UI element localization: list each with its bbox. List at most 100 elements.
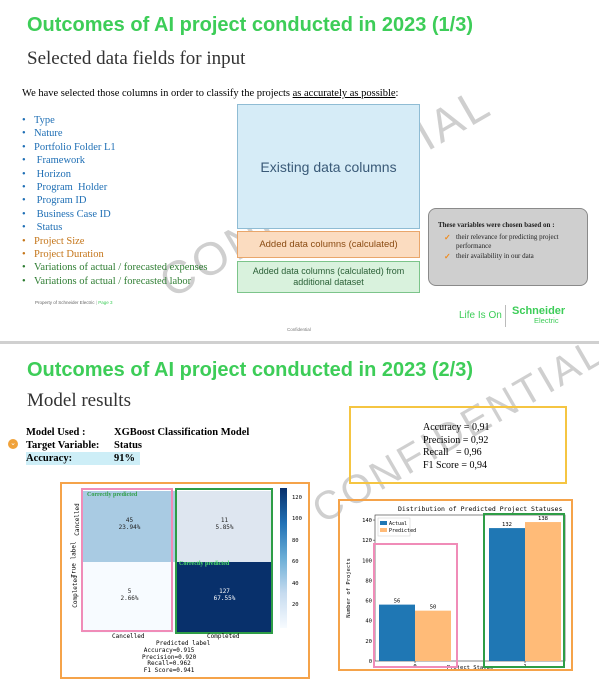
metric-line: Precision = 0,92	[423, 434, 489, 446]
note-item-text: their relevance for predicting project p…	[456, 233, 559, 250]
outline-status-0	[373, 543, 458, 668]
metric-line: Recall = 0,96	[423, 447, 482, 458]
field-item: Project Duration	[22, 248, 207, 262]
field-item: Framework	[22, 154, 207, 168]
bar-actual-1	[489, 528, 525, 661]
cm-xlabel: Predicted label	[156, 640, 211, 647]
bar-value-label: 50	[430, 605, 437, 611]
intro-text: We have selected those columns in order …	[22, 88, 398, 99]
added-dataset-label: Added data columns (calculated) from add…	[252, 266, 405, 287]
brand-divider	[505, 305, 506, 327]
confusion-matrix-panel: True label Cancelled Completed 45 23.94% 1…	[60, 482, 310, 679]
model-used-row: Model Used : XGBoost Classification Model	[26, 426, 249, 439]
note-item: ✓ their availability in our data	[438, 252, 579, 261]
y-tick-label: 20	[365, 639, 372, 645]
cm-col-label-0: Cancelled	[112, 633, 145, 640]
y-tick-label: 60	[365, 599, 372, 605]
model-info: Model Used : XGBoost Classification Model…	[26, 426, 249, 465]
cm-row-label-0: Cancelled	[73, 503, 81, 536]
cm-cell-count: 5	[127, 588, 132, 595]
cm-cell: 5 2.66%	[82, 562, 177, 633]
metrics-box: Accuracy = 0,91 Precision = 0,92 Recall = …	[349, 406, 567, 484]
colorbar-tick: 20	[292, 602, 299, 609]
field-item: Variations of actual / forecasted labor	[22, 275, 207, 289]
logo-brand-top: Schneider	[512, 305, 566, 317]
cm-ylabel: True label	[70, 541, 78, 578]
colorbar-tick: 80	[292, 537, 299, 544]
cm-cell-count: 45	[125, 517, 134, 524]
field-item: Program ID	[22, 194, 207, 208]
plot-area	[374, 514, 566, 662]
legend-label: Predicted	[389, 528, 416, 534]
x-axis-label: Project Status	[447, 665, 493, 669]
schneider-logo: Schneider Electric	[512, 306, 565, 326]
field-item: Horizon	[22, 168, 207, 182]
added-dataset-box: Added data columns (calculated) from add…	[237, 261, 420, 293]
y-tick-label: 140	[362, 518, 372, 524]
cm-colorbar	[280, 488, 287, 628]
target-value: Status	[114, 440, 143, 451]
slide-title: Outcomes of AI project conducted in 2023…	[27, 359, 474, 381]
check-icon: ✓	[444, 252, 451, 261]
colorbar-tick: 40	[292, 580, 299, 587]
accuracy-value: 91%	[114, 453, 135, 464]
bar-value-label: 132	[502, 522, 512, 528]
note-box: These variables were chosen based on : ✓…	[428, 208, 588, 286]
existing-data-label: Existing data columns	[260, 158, 397, 175]
existing-data-box: Existing data columns	[237, 104, 420, 229]
y-tick-label: 120	[362, 538, 372, 544]
cm-cell-percent: 2.66%	[120, 595, 139, 602]
model-used-value: XGBoost Classification Model	[114, 427, 250, 438]
note-items: ✓ their relevance for predicting project …	[438, 233, 579, 261]
bar-value-label: 138	[538, 516, 548, 522]
slide-subtitle: Selected data fields for input	[27, 48, 246, 69]
life-is-on: Life Is On	[459, 310, 502, 321]
cm-footer-metric: F1 Score=0.941	[143, 666, 195, 674]
cm-cell: 45 23.94%	[82, 491, 177, 562]
slide-subtitle: Model results	[27, 390, 131, 411]
field-item: Variations of actual / forecasted expens…	[22, 261, 207, 275]
cm-grid: 45 23.94% 11 5.85% 5 2.66% 127 67.55%	[82, 491, 272, 633]
footer-confidential: Confidential	[287, 327, 311, 332]
metric-line: Accuracy = 0,91	[423, 422, 490, 433]
bar-actual-0	[379, 604, 415, 661]
accuracy-row: Accuracy: 91%	[26, 452, 140, 465]
cm-footer-metric: Accuracy=0.915	[143, 647, 195, 654]
check-icon: ✓	[444, 233, 451, 242]
legend-swatch	[380, 521, 387, 525]
footer-page: Page 3	[98, 300, 113, 305]
field-item: Business Case ID	[22, 208, 207, 222]
cm-col-label-1: Completed	[207, 633, 240, 640]
cm-colorbar-ticks: 120 100 80 60 40 20	[290, 488, 310, 628]
slide-2: CONFIDENTIAL Outcomes of AI project cond…	[0, 344, 599, 683]
added-data-box: Added data columns (calculated)	[237, 231, 420, 258]
cm-footer-metric: Recall=0.962	[147, 660, 191, 667]
bar-chart-title: Distribution of Predicted Project Status…	[398, 505, 563, 513]
intro-text-start: We have selected those columns in order …	[22, 88, 293, 99]
field-list: TypeNaturePortfolio Folder L1 Framework …	[22, 114, 207, 289]
bar-predicted-1	[525, 522, 561, 661]
cm-cell: 11 5.85%	[177, 491, 272, 562]
correct-label-2: Correctly predicted	[179, 561, 230, 567]
slide-1: CONFIDENTIAL Outcomes of AI project cond…	[0, 0, 599, 341]
metric-line: F1 Score = 0,94	[423, 459, 487, 471]
y-tick-label: 0	[369, 659, 372, 665]
model-used-label: Model Used :	[26, 427, 86, 438]
colorbar-tick: 100	[292, 516, 302, 523]
cm-cell-count: 127	[219, 588, 230, 595]
cm-cell: 127 67.55%	[177, 562, 272, 633]
target-row: Target Variable: Status	[26, 439, 249, 452]
field-item: Portfolio Folder L1	[22, 141, 207, 155]
chevron-down-icon[interactable]: ⌄	[8, 439, 18, 449]
slide-title: Outcomes of AI project conducted in 2023…	[27, 14, 474, 36]
correct-outline-pink	[81, 488, 173, 632]
cm-cell-percent: 5.85%	[215, 524, 234, 531]
cm-row-label-1: Completed	[71, 575, 79, 608]
footer-left: Property of Schneider Electric | Page 3	[35, 300, 113, 305]
intro-text-end: :	[395, 88, 399, 99]
field-item: Type	[22, 114, 207, 128]
intro-text-underlined: as accurately as possible	[292, 88, 396, 99]
accuracy-label: Accuracy:	[26, 453, 73, 464]
field-item: Nature	[22, 127, 207, 141]
